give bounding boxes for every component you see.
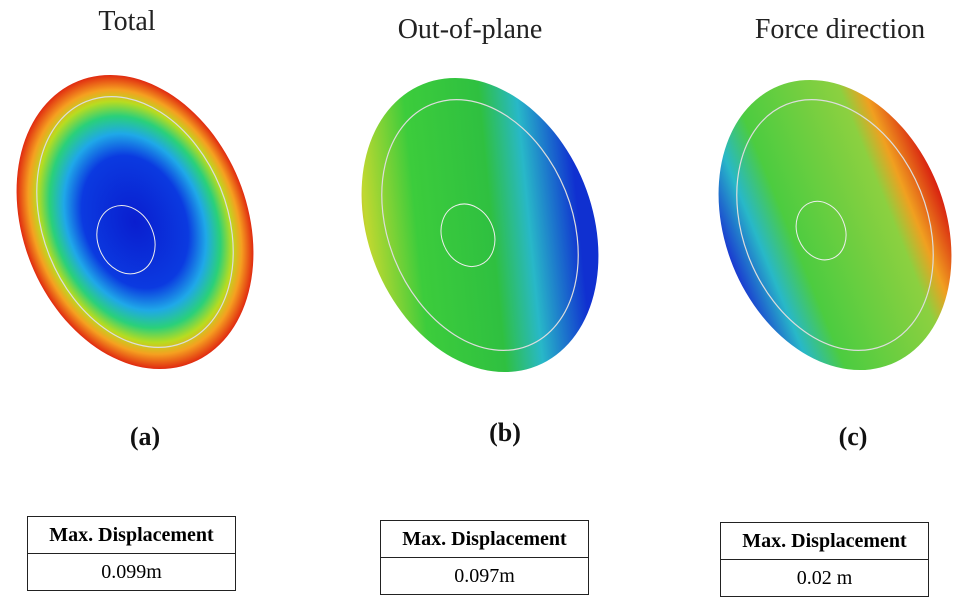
table-value: 0.02 m — [721, 560, 929, 597]
result-table: Max. Displacement 0.097m — [380, 520, 589, 595]
fea-images — [0, 0, 960, 470]
panel-label: (c) — [839, 422, 868, 452]
panel-label: (a) — [130, 422, 160, 452]
table-value: 0.099m — [28, 554, 236, 591]
table-header: Max. Displacement — [381, 521, 589, 558]
figure: Total Out-of-plane Force direction (a) (… — [0, 0, 960, 595]
result-table: Max. Displacement 0.099m — [27, 516, 236, 591]
disk-b — [319, 42, 641, 408]
panel-label: (b) — [489, 418, 521, 448]
panel-title: Out-of-plane — [398, 14, 543, 46]
disk-c — [677, 45, 960, 406]
disk-a — [0, 39, 296, 405]
panel-title: Force direction — [755, 14, 925, 46]
panel-title: Total — [98, 6, 155, 38]
table-header: Max. Displacement — [28, 517, 236, 554]
result-table: Max. Displacement 0.02 m — [720, 522, 929, 597]
table-value: 0.097m — [381, 558, 589, 595]
table-header: Max. Displacement — [721, 523, 929, 560]
